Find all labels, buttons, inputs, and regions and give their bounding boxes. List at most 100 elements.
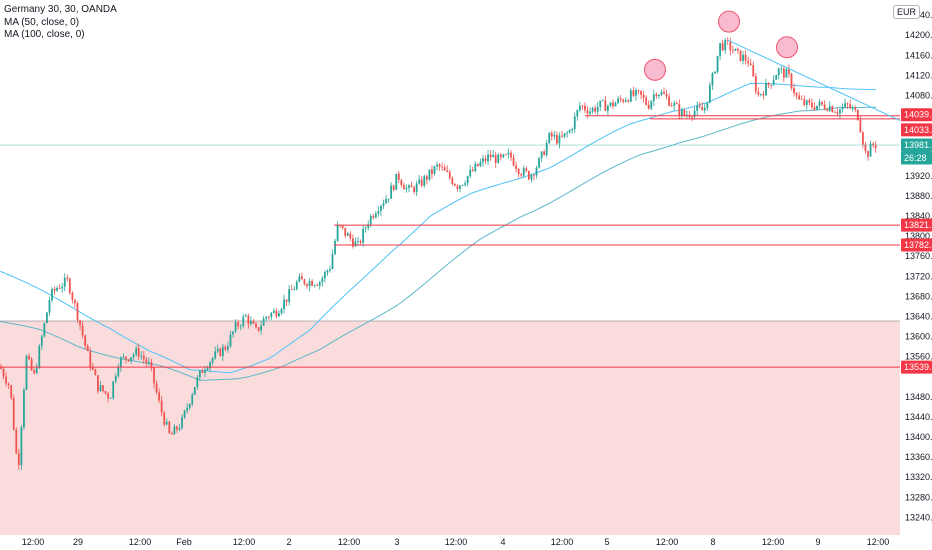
candle-body xyxy=(117,366,120,376)
candle-body xyxy=(68,278,71,294)
candle-body xyxy=(148,362,150,364)
pattern-circle xyxy=(776,36,798,59)
candle-body xyxy=(329,269,331,271)
candle-body xyxy=(691,116,693,118)
candle-body xyxy=(183,410,186,418)
candle-body xyxy=(170,432,173,435)
level-price-tag-bg xyxy=(901,360,932,374)
candle-body xyxy=(35,367,38,373)
candle-body xyxy=(23,389,25,428)
candle-body xyxy=(635,90,637,96)
candle xyxy=(40,334,43,350)
candle xyxy=(283,294,285,314)
candle-body xyxy=(724,39,727,51)
candle-body xyxy=(178,428,181,430)
candle-body xyxy=(397,173,400,181)
time-axis[interactable]: 12:00 29 12:00 Feb 12:00 2 12:00 3 12:00 4 12:00 5 1… xyxy=(22,537,890,547)
candle-body xyxy=(112,381,115,399)
candle-body xyxy=(420,179,423,186)
candle xyxy=(232,330,234,338)
candle xyxy=(385,194,387,204)
countdown-tag-bg xyxy=(901,151,932,165)
candle-body xyxy=(86,345,89,352)
candle-body xyxy=(494,155,497,164)
candle xyxy=(15,427,18,455)
candle xyxy=(499,153,502,161)
y-tick-label: 13480.0 xyxy=(905,392,932,402)
candle xyxy=(591,106,594,114)
candle xyxy=(507,148,510,159)
candle-body xyxy=(20,427,23,465)
candle xyxy=(346,231,349,236)
y-tick-label: 14080.0 xyxy=(905,90,932,100)
candle-body xyxy=(624,100,627,102)
candle xyxy=(448,169,451,180)
candle-body xyxy=(405,187,408,190)
candle xyxy=(441,162,444,171)
currency-badge[interactable]: EUR xyxy=(892,5,920,19)
candle-body xyxy=(461,184,464,186)
candle xyxy=(640,90,642,100)
candle-body xyxy=(357,241,359,242)
candle xyxy=(119,355,122,372)
candle xyxy=(614,101,617,107)
candle-body xyxy=(283,299,285,310)
candle-body xyxy=(703,107,706,111)
candle xyxy=(211,356,214,366)
candle-body xyxy=(265,316,268,319)
candle xyxy=(836,108,839,117)
candle-body xyxy=(476,163,479,167)
candle xyxy=(295,279,298,291)
candle xyxy=(665,89,668,100)
candle-body xyxy=(321,278,324,283)
candle-body xyxy=(527,171,530,180)
candle xyxy=(239,324,242,331)
candle xyxy=(451,176,454,186)
candle-body xyxy=(168,421,171,433)
candle xyxy=(874,141,877,153)
candle xyxy=(387,198,390,203)
candle xyxy=(617,95,619,105)
candle xyxy=(35,363,38,375)
candle xyxy=(415,180,418,196)
current-price-tag: 13981.3 xyxy=(904,140,932,150)
candle-body xyxy=(854,107,857,110)
candle-body xyxy=(237,322,240,327)
candle xyxy=(234,319,237,334)
candle xyxy=(201,368,204,374)
candle-body xyxy=(285,299,288,302)
candle xyxy=(808,98,811,106)
candle xyxy=(849,99,852,110)
x-tick-label: 3 xyxy=(394,537,399,547)
y-tick-label: 13320.0 xyxy=(905,472,932,482)
candle-body xyxy=(642,94,645,98)
candle xyxy=(624,97,627,103)
candle-body xyxy=(278,313,280,317)
candle xyxy=(178,424,181,432)
price-axis[interactable]: 14240.014200.014160.014120.014080.013920… xyxy=(901,10,932,522)
candle xyxy=(752,61,755,78)
candle-body xyxy=(795,93,798,96)
candle xyxy=(76,301,79,324)
candle-body xyxy=(158,392,160,401)
candle xyxy=(538,156,540,169)
x-tick-label: 12:00 xyxy=(656,537,679,547)
candle-body xyxy=(637,90,640,91)
candle-body xyxy=(678,104,681,116)
candle-body xyxy=(400,180,403,186)
candle xyxy=(556,131,558,145)
candle xyxy=(629,88,632,103)
candle-body xyxy=(747,60,750,64)
candle-body xyxy=(469,169,472,177)
candle-body xyxy=(734,48,737,51)
candle xyxy=(196,375,199,390)
candle xyxy=(578,101,581,113)
candle xyxy=(71,291,74,304)
candle-body xyxy=(647,104,650,109)
candle xyxy=(512,153,515,167)
candle xyxy=(244,313,247,317)
candle xyxy=(181,414,183,431)
x-tick-label: 12:00 xyxy=(338,537,361,547)
candle xyxy=(199,370,201,380)
